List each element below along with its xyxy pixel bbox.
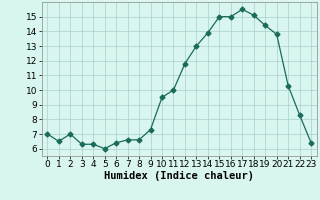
X-axis label: Humidex (Indice chaleur): Humidex (Indice chaleur) bbox=[104, 171, 254, 181]
